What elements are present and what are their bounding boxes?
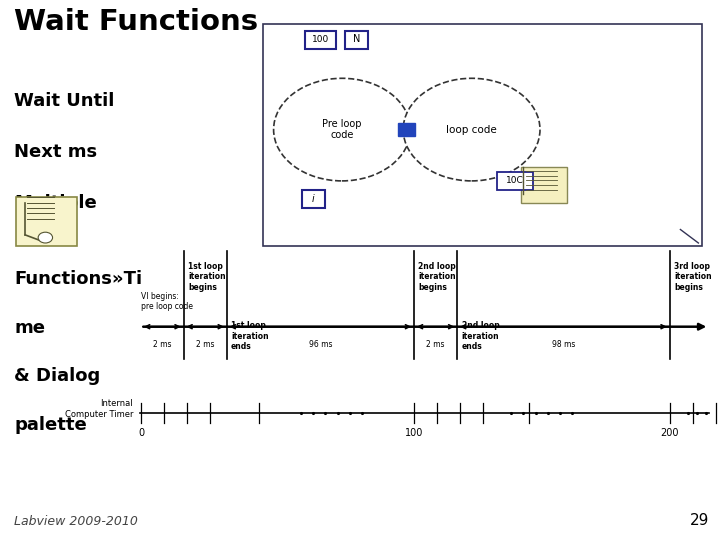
Text: loop code: loop code [446, 125, 497, 134]
Text: 2nd loop
iteration
begins: 2nd loop iteration begins [418, 262, 456, 292]
Text: Next ms: Next ms [14, 143, 97, 161]
Text: i: i [312, 194, 315, 204]
Bar [266, 27, 698, 243]
Text: 10C: 10C [506, 177, 523, 185]
Text: palette: palette [14, 416, 87, 434]
Text: Wait Until: Wait Until [14, 92, 114, 110]
Text: Multiple: Multiple [14, 194, 97, 212]
Text: 100: 100 [405, 428, 423, 438]
Text: Internal
Computer Timer: Internal Computer Timer [65, 399, 133, 419]
Text: VI begins:
pre loop code: VI begins: pre loop code [141, 292, 193, 311]
Text: 3rd loop
iteration
begins: 3rd loop iteration begins [674, 262, 711, 292]
Text: 96 ms: 96 ms [309, 340, 332, 349]
Text: 100: 100 [312, 35, 329, 44]
Text: 1st loop
iteration
begins: 1st loop iteration begins [188, 262, 225, 292]
Text: Wait Functions: Wait Functions [14, 8, 258, 36]
Text: 2 ms: 2 ms [426, 340, 445, 349]
Text: Functions»Ti: Functions»Ti [14, 270, 143, 288]
FancyBboxPatch shape [16, 197, 77, 246]
Circle shape [38, 232, 53, 243]
Bar [305, 31, 336, 49]
Text: & Dialog: & Dialog [14, 367, 101, 385]
Text: 200: 200 [660, 428, 679, 438]
Bar [398, 123, 415, 136]
Bar [263, 24, 702, 246]
Text: 98 ms: 98 ms [552, 340, 575, 349]
Bar [521, 167, 567, 202]
Bar [497, 172, 533, 190]
Text: 29: 29 [690, 513, 709, 528]
Text: 0: 0 [138, 428, 144, 438]
Text: N: N [353, 35, 360, 44]
Circle shape [274, 78, 410, 181]
Text: Labview 2009-2010: Labview 2009-2010 [14, 515, 138, 528]
Text: 1st loop
iteration
ends: 1st loop iteration ends [231, 321, 269, 351]
Circle shape [403, 78, 540, 181]
Text: me: me [14, 319, 45, 336]
Bar [302, 190, 325, 208]
Text: 2nd loop
iteration
ends: 2nd loop iteration ends [462, 321, 499, 351]
Text: 2 ms: 2 ms [196, 340, 215, 349]
Bar [345, 31, 368, 49]
Text: 2 ms: 2 ms [153, 340, 171, 349]
Text: Pre loop
code: Pre loop code [323, 119, 361, 140]
